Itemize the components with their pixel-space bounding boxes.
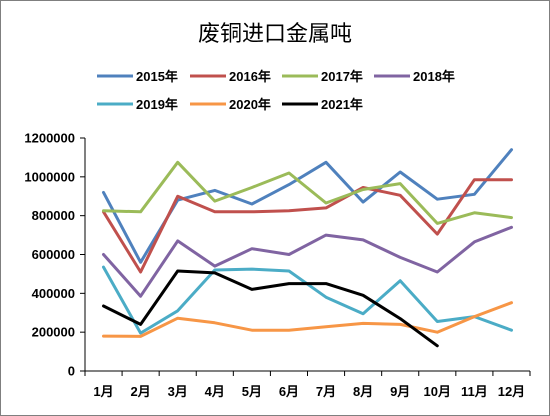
- x-tick-label: 9月: [390, 384, 410, 399]
- legend-item-2015: 2015年: [97, 69, 178, 84]
- series-lines: [102, 148, 513, 348]
- legend-item-2018: 2018年: [374, 69, 455, 84]
- x-tick-label: 6月: [279, 384, 299, 399]
- legend-item-2019: 2019年: [97, 97, 178, 112]
- chart-title: 废铜进口金属吨: [197, 22, 352, 47]
- y-tick-label: 0: [68, 364, 75, 379]
- series-line-2021: [102, 269, 439, 348]
- axes: [80, 137, 531, 376]
- x-tick-label: 8月: [353, 384, 373, 399]
- y-tick-label: 1200000: [24, 131, 75, 146]
- legend-label: 2021年: [321, 97, 363, 112]
- x-tick-label: 1月: [93, 384, 113, 399]
- series-line-2018: [102, 225, 513, 298]
- legend: 2015年 2016年 2017年 2018年 2019年 2020年 2021年: [97, 69, 455, 112]
- x-tick-label: 2月: [131, 384, 151, 399]
- series-line-2016: [102, 178, 513, 274]
- x-tick-label: 4月: [205, 384, 225, 399]
- x-tick-label: 11月: [461, 384, 488, 399]
- legend-item-2021: 2021年: [282, 97, 363, 112]
- y-tick-labels: 0 200000 400000 600000 800000 1000000 1200000: [24, 131, 75, 379]
- legend-label: 2019年: [136, 97, 178, 112]
- y-tick-label: 600000: [32, 247, 75, 262]
- series-line-2020: [102, 301, 513, 338]
- x-tick-label: 5月: [242, 384, 262, 399]
- legend-item-2016: 2016年: [190, 69, 271, 84]
- legend-label: 2017年: [321, 69, 363, 84]
- y-tick-label: 200000: [32, 325, 75, 340]
- legend-label: 2016年: [229, 69, 271, 84]
- x-tick-label: 3月: [168, 384, 188, 399]
- legend-item-2017: 2017年: [282, 69, 363, 84]
- x-tick-labels: 1月 2月 3月 4月 5月 6月 7月 8月 9月 10月 11月 12月: [93, 384, 525, 399]
- y-tick-label: 1000000: [24, 169, 75, 184]
- y-tick-label: 400000: [32, 286, 75, 301]
- x-tick-label: 10月: [424, 384, 451, 399]
- legend-label: 2020年: [229, 97, 271, 112]
- x-tick-label: 12月: [498, 384, 525, 399]
- legend-label: 2015年: [136, 69, 178, 84]
- legend-label: 2018年: [413, 69, 455, 84]
- legend-item-2020: 2020年: [190, 97, 271, 112]
- y-tick-label: 800000: [32, 208, 75, 223]
- x-tick-label: 7月: [316, 384, 336, 399]
- series-line-2017: [102, 160, 513, 225]
